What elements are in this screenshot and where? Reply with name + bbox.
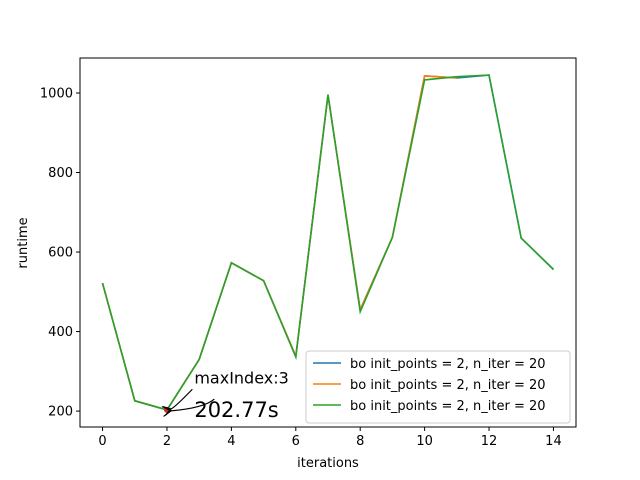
y-tick-label: 200 — [48, 405, 73, 420]
x-tick-label: 4 — [227, 434, 235, 449]
annotation-text-2: 202.77s — [194, 398, 278, 422]
min-point-marker — [163, 406, 170, 413]
series-layer — [101, 74, 555, 413]
legend-label-1: bo init_points = 2, n_iter = 20 — [350, 357, 546, 372]
x-axis-ticks: 0 2 4 6 8 10 12 14 — [98, 427, 562, 449]
y-tick-label: 400 — [48, 325, 73, 340]
y-tick-label: 1000 — [40, 86, 73, 101]
x-tick-label: 2 — [163, 434, 171, 449]
x-tick-label: 10 — [416, 434, 433, 449]
legend-label-3: bo init_points = 2, n_iter = 20 — [350, 399, 546, 414]
x-axis-label: iterations — [297, 456, 359, 471]
y-tick-label: 800 — [48, 166, 73, 181]
legend-box — [305, 350, 571, 424]
annotation-layer: maxIndex:3 202.77s — [171, 368, 289, 422]
y-axis-ticks: 200 400 600 800 1000 — [40, 86, 80, 420]
x-tick-label: 8 — [356, 434, 364, 449]
legend-label-2: bo init_points = 2, n_iter = 20 — [350, 378, 546, 393]
x-tick-label: 0 — [98, 434, 106, 449]
axes-frame — [79, 57, 577, 428]
annotation-text-1: maxIndex:3 — [194, 368, 288, 387]
y-tick-label: 600 — [48, 246, 73, 261]
y-axis-label: runtime — [16, 217, 31, 268]
x-tick-label: 6 — [292, 434, 300, 449]
x-tick-label: 12 — [481, 434, 498, 449]
annotation-arrow-2 — [171, 398, 215, 411]
legend: bo init_points = 2, n_iter = 20 bo init_p… — [305, 350, 571, 424]
series-line-3 — [101, 74, 555, 411]
x-tick-label: 14 — [545, 434, 562, 449]
